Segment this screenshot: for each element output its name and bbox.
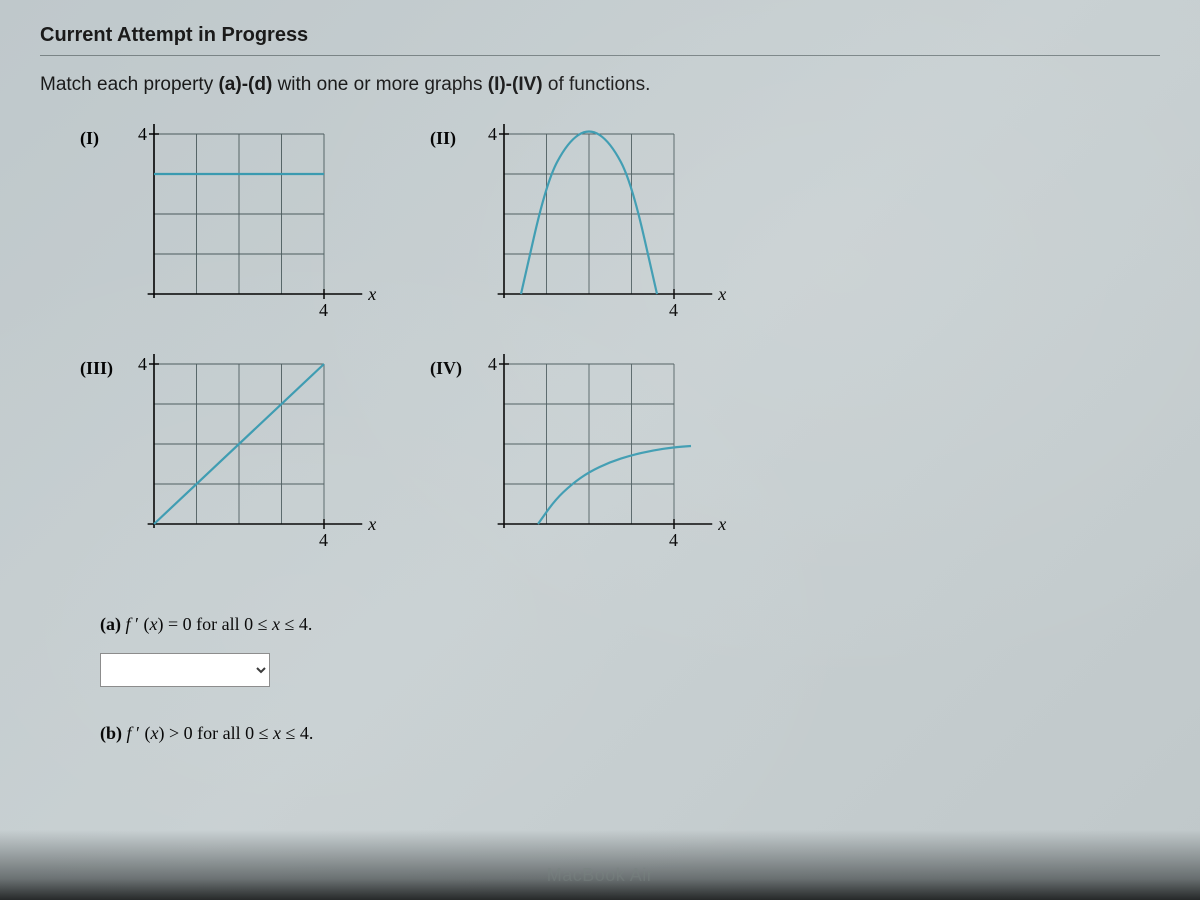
instructions: Match each property (a)-(d) with one or … bbox=[40, 74, 1160, 96]
divider bbox=[40, 55, 1160, 56]
instr-bold1: (a)-(d) bbox=[218, 74, 272, 95]
svg-text:4: 4 bbox=[488, 124, 497, 144]
graph-IV-svg: 4 4 x bbox=[474, 354, 754, 554]
question-a-text: (a) f ′ (x) = 0 for all 0 ≤ x ≤ 4. bbox=[100, 614, 1160, 635]
svg-text:4: 4 bbox=[138, 354, 147, 374]
svg-text:4: 4 bbox=[319, 530, 328, 550]
question-a: (a) f ′ (x) = 0 for all 0 ≤ x ≤ 4. bbox=[100, 614, 1160, 687]
graph-label-IV: (IV) bbox=[430, 354, 474, 379]
question-a-body: f ′ (x) = 0 for all 0 ≤ x ≤ 4. bbox=[126, 614, 313, 634]
graph-cell-III: (III) 4 4 x bbox=[80, 354, 430, 574]
svg-text:4: 4 bbox=[138, 124, 147, 144]
svg-text:x: x bbox=[367, 284, 376, 304]
graph-cell-IV: (IV) 4 4 x bbox=[430, 354, 780, 574]
svg-text:x: x bbox=[367, 514, 376, 534]
question-b: (b) f ′ (x) > 0 for all 0 ≤ x ≤ 4. bbox=[100, 723, 1160, 744]
svg-text:4: 4 bbox=[669, 300, 678, 320]
question-b-body: f ′ (x) > 0 for all 0 ≤ x ≤ 4. bbox=[127, 723, 314, 743]
graph-label-II: (II) bbox=[430, 124, 474, 149]
graph-label-I: (I) bbox=[80, 124, 124, 149]
svg-text:4: 4 bbox=[669, 530, 678, 550]
device-label: MacBook Air bbox=[547, 865, 654, 886]
question-b-label: (b) bbox=[100, 723, 122, 743]
svg-text:4: 4 bbox=[488, 354, 497, 374]
graph-label-III: (III) bbox=[80, 354, 124, 379]
question-a-label: (a) bbox=[100, 614, 121, 634]
svg-text:4: 4 bbox=[319, 300, 328, 320]
svg-text:x: x bbox=[717, 514, 726, 534]
graph-II-svg: 4 4 x bbox=[474, 124, 754, 324]
instr-suffix: of functions. bbox=[543, 74, 651, 95]
instr-prefix: Match each property bbox=[40, 74, 218, 95]
graph-cell-II: (II) 4 4 x bbox=[430, 124, 780, 344]
graphs-grid: (I) 4 4 x (II) 4 4 x (III) 4 4 x (IV) 4 4 x bbox=[80, 124, 1160, 574]
graph-III-svg: 4 4 x bbox=[124, 354, 404, 554]
question-b-text: (b) f ′ (x) > 0 for all 0 ≤ x ≤ 4. bbox=[100, 723, 1160, 744]
question-a-dropdown[interactable] bbox=[100, 653, 270, 687]
graph-cell-I: (I) 4 4 x bbox=[80, 124, 430, 344]
instr-bold2: (I)-(IV) bbox=[488, 74, 543, 95]
instr-mid: with one or more graphs bbox=[272, 74, 487, 95]
section-title: Current Attempt in Progress bbox=[40, 24, 1160, 47]
graph-I-svg: 4 4 x bbox=[124, 124, 404, 324]
svg-text:x: x bbox=[717, 284, 726, 304]
